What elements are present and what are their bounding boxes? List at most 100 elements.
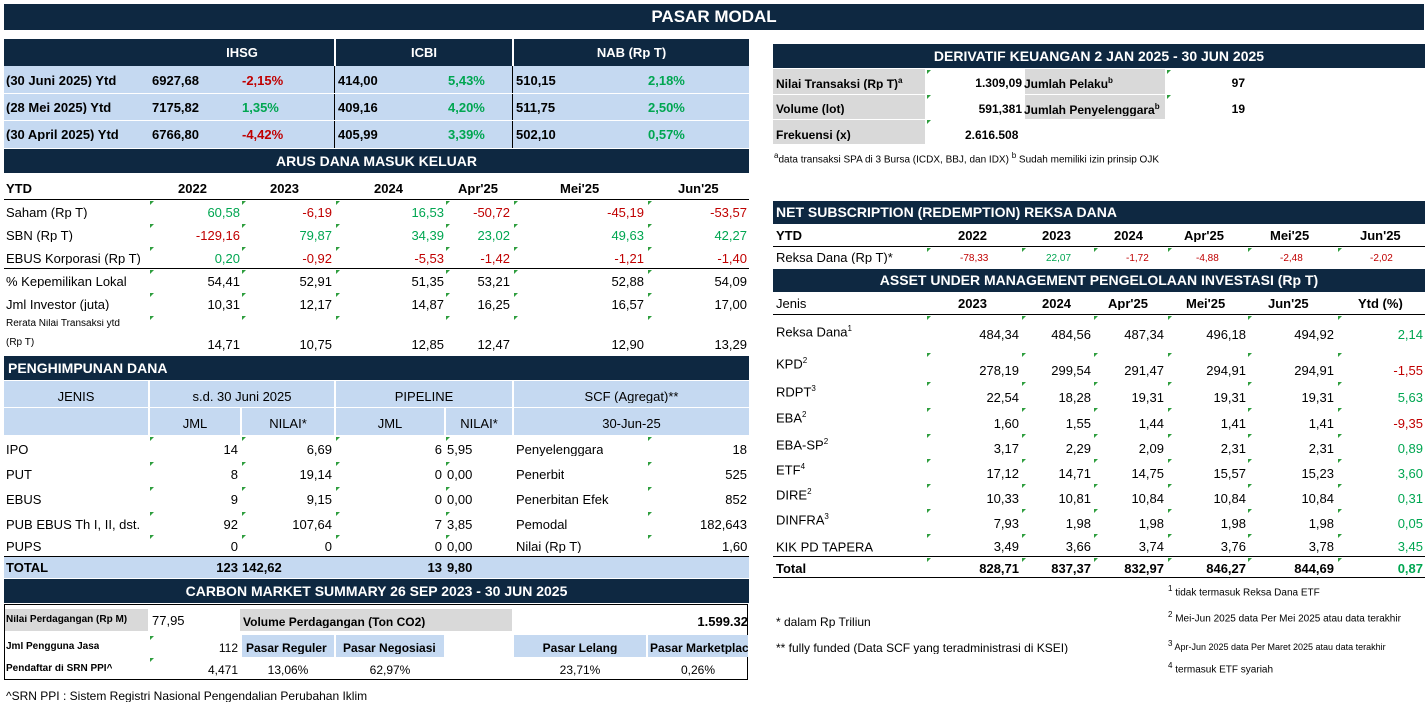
- pasar-marketplace-label: Pasar Marketplace: [650, 642, 748, 654]
- derivatif-volume-value: 591,381: [978, 103, 1022, 115]
- flows-row-label: Saham (Rp T): [6, 206, 88, 219]
- nab-change: 2,50%: [648, 101, 685, 114]
- negosiasi-pct: 62,97%: [369, 664, 411, 676]
- flows-value: 10,31: [207, 298, 240, 311]
- aum-value: 2,09: [1138, 442, 1164, 455]
- scf-value: 852: [725, 493, 747, 506]
- flows-value: -129,16: [195, 229, 240, 242]
- rerata-value: 14,71: [207, 338, 240, 351]
- ihsg-value: 6766,80: [152, 128, 199, 141]
- aum-value: 487,34: [1124, 328, 1164, 341]
- fund-row-jml: 9: [230, 493, 238, 506]
- indices-row-label: (30 April 2025) Ytd: [6, 128, 119, 141]
- flows-header-mei: Mei'25: [560, 182, 600, 195]
- flows-value: -1,21: [614, 252, 644, 265]
- icbi-change: 5,43%: [448, 74, 485, 87]
- netsub-header-2024: 2024: [1114, 229, 1143, 242]
- note-dalam: * dalam Rp Triliun: [776, 616, 871, 628]
- flows-row-label: EBUS Korporasi (Rp T): [6, 252, 141, 265]
- aum-row-jenis: DIRE2: [776, 487, 812, 503]
- carbon-srn-value: 4,471: [207, 664, 238, 676]
- fund-row-pjml: 0: [434, 493, 442, 506]
- netsub-header-2023: 2023: [1042, 229, 1071, 242]
- aum-value: 14,71: [1058, 467, 1091, 480]
- ihsg-change: -4,42%: [242, 128, 284, 141]
- scf-value: 1,60: [722, 540, 748, 553]
- aum-ytd: 0,89: [1397, 442, 1423, 455]
- derivatif-note: adata transaksi SPA di 3 Bursa (ICDX, BB…: [774, 152, 1159, 166]
- carbon-footnote: ^SRN PPI : Sistem Registri Nasional Peng…: [6, 690, 368, 702]
- indices-body: [4, 66, 749, 148]
- fund-row-jenis: PUPS: [6, 540, 42, 553]
- nab-change: 0,57%: [648, 128, 685, 141]
- flows-value: 34,39: [411, 229, 444, 242]
- flows-row-label: % Kepemilikan Lokal: [6, 275, 127, 288]
- fund-row-pnilai: 3,85: [447, 518, 473, 531]
- carbon-nilai-label: Nilai Perdagangan (Rp M): [6, 615, 128, 625]
- netsub-value: -4,88: [1196, 254, 1219, 264]
- aum-value: 2,29: [1065, 442, 1091, 455]
- aum-ytd: 3,60: [1397, 467, 1423, 480]
- rerata-value: 12,47: [477, 338, 510, 351]
- flows-value: 17,00: [714, 298, 747, 311]
- flows-value: 79,87: [299, 229, 332, 242]
- fund-row-nilai: 107,64: [292, 518, 332, 531]
- aum-value: 1,55: [1065, 417, 1091, 430]
- flows-value: -53,57: [710, 206, 747, 219]
- fund-total-pnilai: 9,80: [447, 561, 473, 574]
- netsub-title: NET SUBSCRIPTION (REDEMPTION) REKSA DANA: [776, 204, 1117, 220]
- netsub-header-2022: 2022: [958, 229, 987, 242]
- scf-value: 525: [725, 468, 747, 481]
- ihsg-value: 6927,68: [152, 74, 199, 87]
- flows-value: 0,20: [214, 252, 240, 265]
- netsub-header-jun: Jun'25: [1360, 229, 1401, 242]
- aum-value: 1,41: [1308, 417, 1334, 430]
- flows-header-2024: 2024: [374, 182, 403, 195]
- flows-value: -1,42: [480, 252, 510, 265]
- fund-row-pnilai: 0,00: [447, 540, 473, 553]
- aum-total-value: 846,27: [1206, 562, 1246, 575]
- pasar-lelang-label: Pasar Lelang: [542, 642, 618, 654]
- fund-row-jml: 0: [230, 540, 238, 553]
- fund-row-pnilai: 0,00: [447, 493, 473, 506]
- aum-ytd: 3,45: [1397, 540, 1423, 553]
- nab-value: 502,10: [516, 128, 556, 141]
- aum-total-value: 832,97: [1124, 562, 1164, 575]
- carbon-nilai-value: 77,95: [152, 614, 185, 627]
- rerata-label-2: (Rp T): [6, 338, 35, 348]
- carbon-srn-label: Pendaftar di SRN PPI^: [6, 664, 113, 674]
- flows-value: 52,88: [611, 275, 644, 288]
- page-title-bar: PASAR MODAL: [4, 4, 1424, 30]
- indices-row-label: (28 Mei 2025) Ytd: [6, 101, 112, 114]
- fund-row-nilai: 19,14: [299, 468, 332, 481]
- fund-header-jenis: JENIS: [57, 390, 95, 403]
- aum-ytd: 0,31: [1397, 492, 1423, 505]
- aum-title-bar: ASSET UNDER MANAGEMENT PENGELOLAAN INVES…: [773, 269, 1425, 292]
- fund-row-pnilai: 5,95: [447, 443, 473, 456]
- netsub-header-apr: Apr'25: [1184, 229, 1224, 242]
- fund-row-jml: 92: [223, 518, 238, 531]
- aum-value: 10,84: [1131, 492, 1164, 505]
- aum-value: 3,78: [1308, 540, 1334, 553]
- aum-value: 1,44: [1138, 417, 1164, 430]
- aum-value: 10,84: [1301, 492, 1334, 505]
- aum-value: 3,49: [993, 540, 1019, 553]
- fund-row-pjml: 7: [434, 518, 442, 531]
- fundraising-header: [4, 381, 749, 435]
- aum-value: 15,57: [1213, 467, 1246, 480]
- fund-header-date: 30-Jun-25: [602, 417, 661, 430]
- scf-label: Pemodal: [516, 518, 568, 531]
- aum-value: 10,84: [1213, 492, 1246, 505]
- carbon-volume-label: Volume Perdagangan (Ton CO2): [243, 616, 426, 628]
- derivatif-pelaku-value: 97: [1231, 77, 1245, 89]
- ihsg-change: -2,15%: [242, 74, 284, 87]
- aum-value: 1,98: [1065, 517, 1091, 530]
- aum-value: 10,81: [1058, 492, 1091, 505]
- flows-value: 16,57: [611, 298, 644, 311]
- scf-label: Penerbitan Efek: [516, 493, 609, 506]
- flows-value: 52,91: [299, 275, 332, 288]
- carbon-pengguna-value: 112: [218, 642, 238, 654]
- aum-value: 19,31: [1213, 391, 1246, 404]
- footnote-2: 2 Mei-Jun 2025 data Per Mei 2025 atau da…: [1168, 611, 1401, 625]
- aum-total-ytd: 0,87: [1397, 562, 1423, 575]
